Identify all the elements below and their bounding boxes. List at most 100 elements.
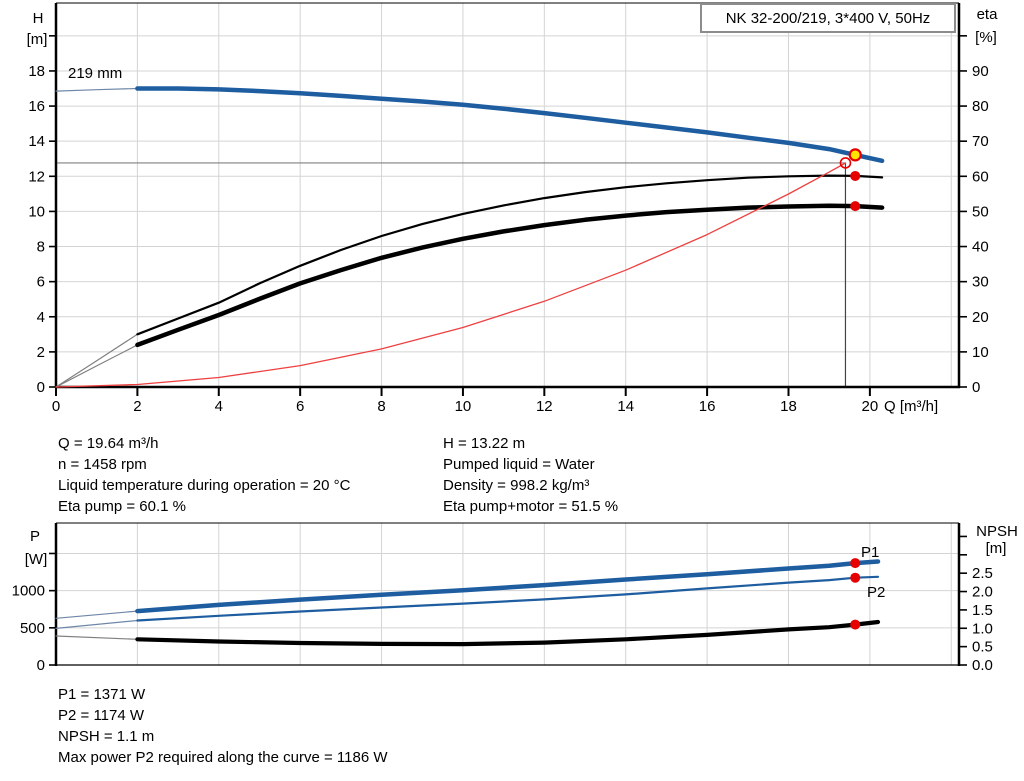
y-right-axis-title: [m] (986, 540, 1007, 557)
y-right-tick-label: 40 (972, 239, 989, 256)
x-tick-label: 14 (617, 398, 634, 415)
duty-markers (850, 558, 861, 630)
y-left-tick-label: 1000 (12, 583, 45, 600)
y-left-axis-title: P (30, 528, 40, 545)
y-left-tick-label: 0 (37, 657, 45, 674)
system-curve (55, 162, 847, 388)
npsh-curve (55, 619, 881, 647)
info-line: H = 13.22 m (443, 435, 526, 452)
x-tick-label: 6 (296, 398, 304, 415)
x-tick-label: 0 (52, 398, 60, 415)
y-right-tick-label: 2.0 (972, 584, 993, 601)
p1-curve (55, 559, 881, 619)
y-right-axis-title: [%] (975, 29, 997, 46)
y-left-tick-label: 6 (37, 274, 45, 291)
eta-pump-motor-curve-lead-in (55, 344, 138, 388)
x-tick-label: 12 (536, 398, 553, 415)
eta-pump-point (850, 170, 861, 181)
y-right-axis-title: NPSH (976, 523, 1018, 540)
y-left-tick-label: 16 (28, 98, 45, 115)
p2-curve-lead-in (55, 619, 138, 630)
y-left-tick-label: 12 (28, 168, 45, 185)
head-curve (55, 86, 885, 164)
y-right-tick-label: 80 (972, 98, 989, 115)
info-line: P2 = 1174 W (58, 707, 145, 724)
y-right-tick-label: 0 (972, 379, 980, 396)
axis-titles: P [W] NPSH[m] (25, 523, 1018, 568)
p1-curve-lead-in (55, 610, 138, 619)
gridlines (56, 3, 959, 387)
npsh-curve-lead-in (55, 635, 138, 640)
y-left-tick-label: 4 (37, 309, 45, 326)
p1-curve-label: P1 (861, 544, 879, 561)
info-line: Max power P2 required along the curve = … (58, 749, 388, 766)
y-right-tick-label: 50 (972, 203, 989, 220)
p2-curve-label: P2 (867, 584, 885, 601)
axes: 0 2 4 6 8 10 12 14 16 18 0 10 20 30 40 50 60 70 80 90 0 2 4 6 8 1… (28, 2, 989, 415)
info-line: Eta pump = 60.1 % (58, 498, 186, 515)
y-left-tick-label: 500 (20, 620, 45, 637)
x-tick-label: 8 (377, 398, 385, 415)
y-left-axis-title: [W] (25, 551, 48, 568)
y-left-tick-label: 18 (28, 63, 45, 80)
x-tick-label: 20 (862, 398, 879, 415)
power-info: P1 = 1371 W P2 = 1174 W NPSH = 1.1 m Max po… (58, 684, 388, 768)
requested-duty-point (839, 157, 852, 169)
x-tick-label: 4 (215, 398, 223, 415)
info-line: n = 1458 rpm (58, 456, 147, 473)
x-axis-title: Q [m³/h] (884, 398, 938, 415)
y-right-tick-label: 0.0 (972, 657, 993, 674)
y-left-tick-label: 2 (37, 344, 45, 361)
duty-info-left: Q = 19.64 m³/h n = 1458 rpm Liquid tempera… (58, 433, 350, 517)
y-right-tick-label: 70 (972, 133, 989, 150)
y-right-tick-label: 1.5 (972, 602, 993, 619)
x-tick-label: 18 (780, 398, 797, 415)
y-left-axis-title: H (33, 10, 44, 27)
info-line: Q = 19.64 m³/h (58, 435, 159, 452)
duty-point (848, 148, 862, 162)
head-curve-lead-in (55, 87, 138, 92)
eta-pump-motor-curve (55, 203, 885, 388)
y-left-tick-label: 10 (28, 203, 45, 220)
info-line: P1 = 1371 W (58, 686, 146, 703)
info-line: NPSH = 1.1 m (58, 728, 155, 745)
y-right-tick-label: 10 (972, 344, 989, 361)
x-tick-label: 10 (455, 398, 472, 415)
info-line: Liquid temperature during operation = 20… (58, 477, 351, 494)
p2-duty-point (850, 572, 861, 583)
duty-markers (839, 148, 862, 212)
axes: 0 500 1000 0.00.5 1.01.52.0 2.5 (12, 522, 993, 674)
duty-reference-lines (56, 162, 847, 387)
p1-duty-point (850, 558, 861, 569)
duty-info-right: H = 13.22 m Pumped liquid = Water Density … (443, 433, 618, 517)
y-left-axis-title: [m] (27, 31, 48, 48)
y-left-tick-label: 8 (37, 239, 45, 256)
eta-pump-curve-lead-in (55, 333, 138, 388)
p2-curve (55, 575, 880, 630)
x-tick-label: 2 (133, 398, 141, 415)
axis-titles: H [m] eta [%] Q [m³/h] (27, 6, 999, 415)
info-line: Density = 998.2 kg/m³ (443, 477, 590, 494)
y-right-tick-label: 30 (972, 274, 989, 291)
y-right-tick-label: 0.5 (972, 639, 993, 656)
y-right-tick-label: 60 (972, 168, 989, 185)
eta-pump-curve (55, 174, 884, 388)
pump-head-efficiency-chart: 0 2 4 6 8 10 12 14 16 18 0 10 20 30 40 50 60 70 80 90 0 2 4 6 8 1… (27, 2, 999, 415)
npsh-duty-point (850, 619, 861, 630)
pump-title-box: NK 32-200/219, 3*400 V, 50Hz (700, 3, 956, 33)
info-line: Pumped liquid = Water (443, 456, 595, 473)
y-right-tick-label: 20 (972, 309, 989, 326)
x-tick-label: 16 (699, 398, 716, 415)
pump-title: NK 32-200/219, 3*400 V, 50Hz (725, 9, 931, 27)
y-right-tick-label: 1.0 (972, 620, 993, 637)
y-left-tick-label: 14 (28, 133, 45, 150)
info-line: Eta pump+motor = 51.5 % (443, 498, 619, 515)
y-left-tick-label: 0 (37, 379, 45, 396)
eta-pump-motor-point (850, 201, 861, 212)
y-right-tick-label: 90 (972, 63, 989, 80)
y-right-axis-title: eta (977, 6, 999, 23)
impeller-size-label: 219 mm (68, 65, 122, 82)
y-right-tick-label: 2.5 (972, 565, 993, 582)
